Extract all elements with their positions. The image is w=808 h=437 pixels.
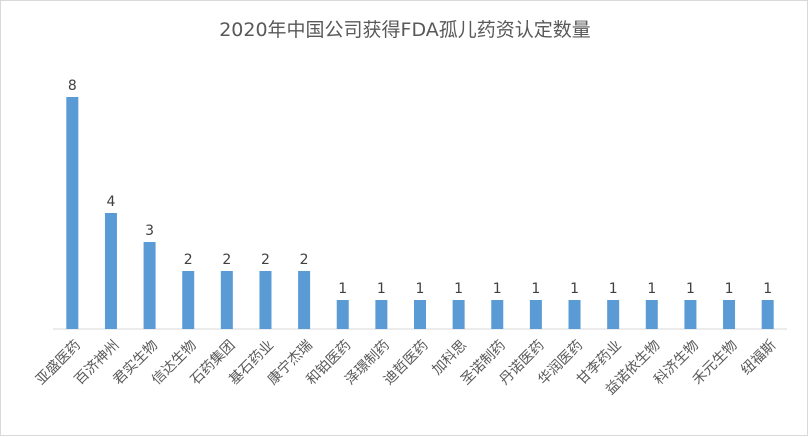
bar-8 (375, 300, 388, 329)
bar-11 (491, 300, 504, 329)
data-label-18: 1 (763, 281, 772, 297)
bar-1 (104, 213, 117, 329)
bar-13 (568, 300, 581, 329)
data-label-15: 1 (647, 281, 656, 297)
bar-3 (182, 271, 195, 329)
data-label-8: 1 (377, 281, 386, 297)
data-label-3: 2 (184, 252, 193, 268)
data-label-2: 3 (145, 223, 154, 239)
bar-6 (298, 271, 311, 329)
data-label-13: 1 (570, 281, 579, 297)
data-label-1: 4 (106, 194, 115, 210)
bar-5 (259, 271, 272, 329)
bar-2 (143, 242, 156, 329)
data-label-11: 1 (493, 281, 502, 297)
data-label-7: 1 (338, 281, 347, 297)
bar-0 (66, 97, 79, 329)
bar-15 (645, 300, 658, 329)
bar-9 (414, 300, 426, 329)
bar-12 (529, 300, 542, 329)
data-label-10: 1 (454, 281, 463, 297)
data-label-14: 1 (609, 281, 618, 297)
bar-10 (452, 300, 465, 329)
bar-17 (723, 300, 736, 329)
data-label-17: 1 (725, 281, 734, 297)
x-tick-label-18: 纽福斯 (738, 337, 779, 378)
bar-16 (684, 300, 697, 329)
chart-title: 2020年中国公司获得FDA孤儿药资认定数量 (219, 19, 591, 41)
data-label-16: 1 (686, 281, 695, 297)
bar-18 (761, 300, 774, 329)
data-label-0: 8 (68, 78, 77, 94)
data-label-12: 1 (531, 281, 540, 297)
data-label-6: 2 (300, 252, 309, 268)
data-label-4: 2 (222, 252, 231, 268)
bar-4 (220, 271, 233, 329)
data-label-9: 1 (416, 281, 425, 297)
bar-14 (607, 300, 620, 329)
bar-7 (336, 300, 349, 329)
data-label-5: 2 (261, 252, 270, 268)
